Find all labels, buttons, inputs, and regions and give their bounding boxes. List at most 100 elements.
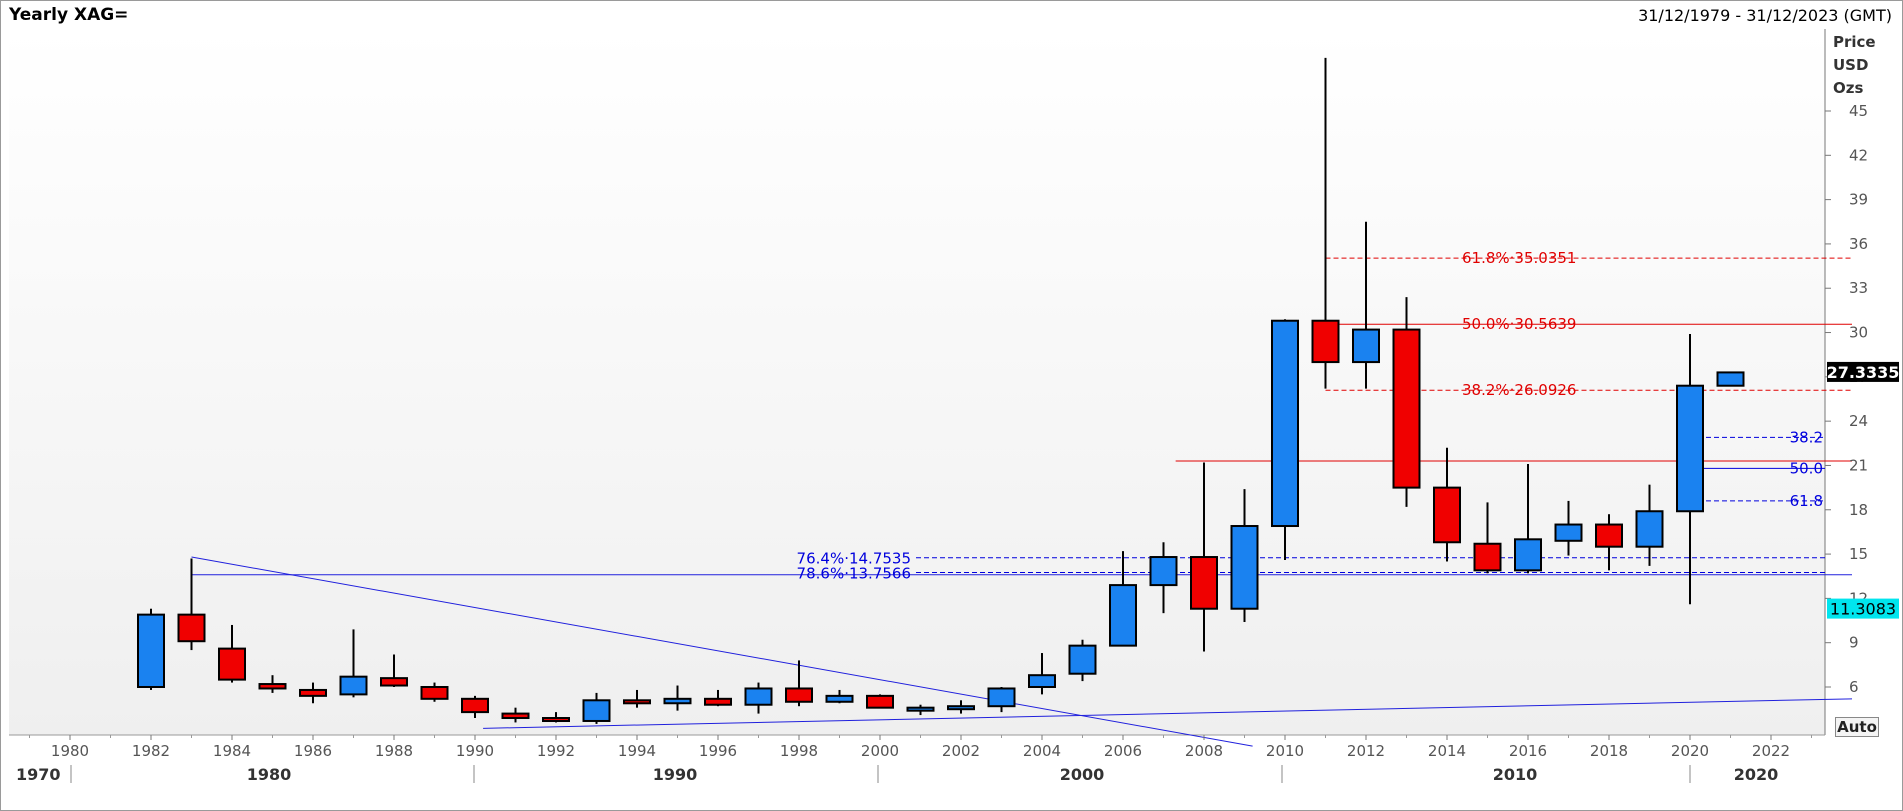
y-tick-label: 39 [1849,191,1868,209]
fib-red-label: 61.8%·35.0351 [1462,249,1576,267]
auto-scale-button[interactable]: Auto [1835,717,1879,737]
candle-body [906,706,935,712]
fib-red-label: 38.2%·26.0926 [1462,381,1576,399]
x-tick-label: 1998 [780,742,818,760]
x-tick-label: 2014 [1428,742,1466,760]
x-tick-label: 2022 [1752,742,1790,760]
candle-body [947,705,975,711]
low-price-badge [1827,598,1899,619]
candle-body [1676,384,1704,513]
candle-body [582,699,611,722]
candle-body [542,717,570,723]
x-tick-label: 2008 [1185,742,1223,760]
low-price-label: 11.3083 [1830,600,1896,619]
candle-body [380,677,408,687]
candle-body [420,686,449,700]
candle-body [461,697,489,714]
candle-body [1068,644,1097,675]
x-tick-label: 1996 [699,742,737,760]
candle-body [744,687,773,706]
candle-body [299,688,327,697]
x-tick-label: 1984 [213,742,251,760]
x-tick-label: 1980 [51,742,89,760]
candle-body [1028,674,1056,689]
candle-body [1595,523,1623,548]
candle-body [1149,556,1178,587]
candle-body [137,613,165,689]
x-tick-label: 2002 [942,742,980,760]
fib-blue-label: 76.4%·14.7535 [797,550,911,568]
candle-body [177,613,206,643]
candle-body [258,683,287,690]
y-tick-label: 45 [1849,102,1868,120]
y-tick-label: 6 [1849,678,1859,696]
x-tick-label: 1990 [456,742,494,760]
candle-body [1473,542,1502,572]
candle-body [1635,510,1664,548]
axis-unit-line: Ozs [1833,79,1864,97]
candle-body [1311,319,1340,364]
axis-unit-line: Price [1833,33,1876,51]
fib-blue-right-label: 38.2 [1790,428,1823,446]
candle-body [1514,538,1542,572]
candle-body [1190,556,1218,610]
candle-body [1392,328,1421,489]
y-tick-label: 30 [1849,324,1868,342]
last-price-badge [1827,361,1899,382]
x-tick-label: 1982 [132,742,170,760]
candle-body [663,697,692,705]
y-tick-label: 18 [1849,501,1868,519]
y-tick-label: 42 [1849,146,1868,164]
candle-body [1716,371,1745,387]
decade-label: 2020 [1734,765,1779,784]
candle-body [866,694,894,709]
axis-unit-line: USD [1833,56,1869,74]
candle-body [218,647,246,681]
x-tick-label: 2006 [1104,742,1142,760]
y-tick-label: 15 [1849,545,1868,563]
y-tick-label: 36 [1849,235,1868,253]
x-tick-label: 2016 [1509,742,1547,760]
candle-body [339,675,368,696]
candle-body [1352,328,1380,364]
candle-body [501,712,530,720]
candle-body [704,697,732,706]
x-tick-label: 2010 [1266,742,1304,760]
x-tick-label: 2000 [861,742,899,760]
x-tick-label: 1988 [375,742,413,760]
chart-header: Yearly XAG= 31/12/1979 - 31/12/2023 (GMT… [1,1,1902,29]
x-tick-label: 2020 [1671,742,1709,760]
decade-label: 2010 [1493,765,1538,784]
y-tick-label: 21 [1849,456,1868,474]
x-tick-label: 2004 [1023,742,1061,760]
x-tick-label: 1992 [537,742,575,760]
date-range: 31/12/1979 - 31/12/2023 (GMT) [1638,6,1892,25]
candle-body [623,699,651,705]
y-tick-label: 9 [1849,634,1859,652]
decade-label: 1990 [653,765,698,784]
x-tick-label: 1994 [618,742,656,760]
candle-body [825,694,854,703]
chart-title: Yearly XAG= [9,5,129,25]
x-tick-label: 2012 [1347,742,1385,760]
last-price-label: 27.3335 [1827,363,1900,382]
candle-body [785,687,813,703]
fib-blue-right-label: 50.0 [1790,459,1823,477]
candle-body [1271,319,1299,528]
y-tick-label: 33 [1849,279,1868,297]
candle-body [1230,525,1259,610]
y-tick-label: 24 [1849,412,1868,430]
candle-body [1109,584,1137,647]
trendline [483,698,1853,729]
candle-body [987,687,1016,708]
decade-label: 1970 [16,765,61,784]
axis-unit: Price USD Ozs [1833,31,1876,100]
candle-body [1554,523,1583,542]
x-tick-label: 1986 [294,742,332,760]
fib-red-label: 50.0%·30.5639 [1462,315,1576,333]
decade-label: 1980 [247,765,292,784]
trendline [191,556,1253,747]
fib-blue-right-label: 61.8 [1790,492,1823,510]
